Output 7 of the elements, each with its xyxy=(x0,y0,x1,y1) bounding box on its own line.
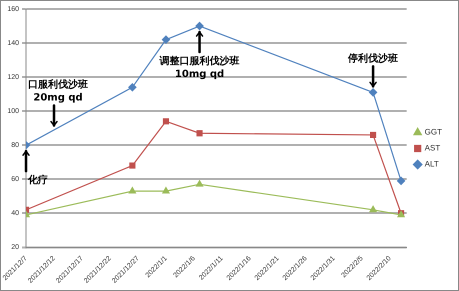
annotation: 口服利伐沙班 20mg qd xyxy=(28,78,88,104)
legend-label: ALT xyxy=(424,160,439,169)
legend-label: GGT xyxy=(424,128,442,137)
annotation: 化疗 xyxy=(27,174,48,186)
annotation: 停利伐沙班 xyxy=(347,52,398,64)
legend-label: AST xyxy=(424,144,440,153)
annotation: 调整口服利伐沙班 10mg qd xyxy=(158,55,240,80)
